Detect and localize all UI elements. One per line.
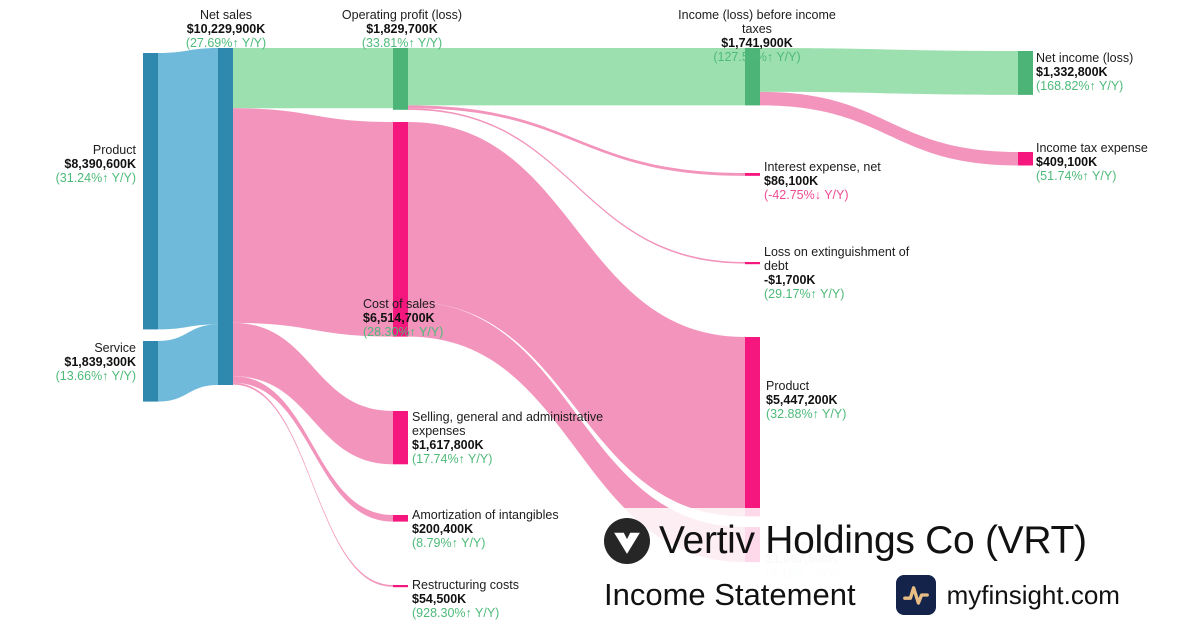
statement-title: Income Statement — [604, 577, 856, 612]
sankey-node-cost_of_sales[interactable] — [393, 122, 408, 337]
node-name: Loss on extinguishment of debt — [764, 245, 910, 273]
node-label-product-rev: Product $8,390,600K (31.24%↑ Y/Y) — [0, 143, 136, 185]
company-row: Vertiv Holdings Co (VRT) — [604, 512, 1124, 570]
node-change: (928.30%↑ Y/Y) — [412, 606, 500, 620]
sankey-nodes — [143, 48, 1033, 588]
node-change: (32.88%↑ Y/Y) — [766, 407, 847, 421]
sankey-link-pretax-to-net_income[interactable] — [760, 48, 1018, 95]
statement-row: Income Statement myfinsight.com — [604, 572, 1124, 618]
sankey-node-debt_loss[interactable] — [745, 262, 760, 265]
node-name: Net income (loss) — [1036, 51, 1134, 65]
node-change: (33.81%↑ Y/Y) — [361, 36, 443, 50]
node-label-cos-product: Product $5,447,200K (32.88%↑ Y/Y) — [766, 379, 946, 421]
node-value: $1,332,800K — [1036, 65, 1108, 79]
node-label-operating-profit: Operating profit (loss) $1,829,700K (33.… — [312, 8, 492, 50]
node-value: $5,447,200K — [766, 393, 838, 407]
node-value: $6,514,700K — [363, 311, 435, 325]
sankey-node-cos_product[interactable] — [745, 337, 760, 517]
node-label-pretax-income: Income (loss) before income taxes $1,741… — [672, 8, 842, 64]
node-name: Service — [94, 341, 136, 355]
node-change: (51.74%↑ Y/Y) — [1036, 169, 1117, 183]
node-label-sga: Selling, general and administrative expe… — [412, 410, 642, 466]
branding-block: Vertiv Holdings Co (VRT) Income Statemen… — [604, 512, 1124, 622]
node-name: Product — [92, 143, 136, 157]
node-change: (29.17%↑ Y/Y) — [764, 287, 845, 301]
node-change: (127.58%↑ Y/Y) — [713, 50, 801, 64]
sankey-link-net_sales-to-amort[interactable] — [233, 376, 393, 522]
sankey-link-op_profit-to-debt_loss[interactable] — [408, 108, 745, 264]
node-value: $1,839,300K — [64, 355, 136, 369]
node-label-service-rev: Service $1,839,300K (13.66%↑ Y/Y) — [0, 341, 136, 383]
node-value: $1,617,800K — [412, 438, 484, 452]
node-change: (13.66%↑ Y/Y) — [55, 369, 136, 383]
sankey-node-pretax[interactable] — [745, 48, 760, 106]
node-label-net-sales: Net sales $10,229,900K (27.69%↑ Y/Y) — [146, 8, 306, 50]
vertiv-chevron-logo-icon — [604, 518, 650, 564]
node-name: Cost of sales — [363, 297, 436, 311]
myfinsight-url: myfinsight.com — [946, 579, 1120, 610]
sankey-node-net_sales[interactable] — [218, 48, 233, 385]
myfinsight-brand[interactable]: myfinsight.com — [895, 575, 1120, 615]
pulse-glyph-icon — [902, 586, 929, 605]
sankey-link-net_sales-to-restruct[interactable] — [233, 382, 393, 587]
node-name: Restructuring costs — [412, 578, 519, 592]
sankey-node-service_rev[interactable] — [143, 341, 158, 402]
node-value: $10,229,900K — [186, 22, 266, 36]
sankey-node-restruct[interactable] — [393, 585, 408, 588]
sankey-node-product_rev[interactable] — [143, 53, 158, 330]
sankey-link-product_rev-to-net_sales[interactable] — [158, 48, 218, 330]
node-label-debt-extinguishment: Loss on extinguishment of debt -$1,700K … — [764, 245, 914, 301]
node-value: $1,829,700K — [366, 22, 438, 36]
sankey-node-sga[interactable] — [393, 411, 408, 465]
node-value: $200,400K — [412, 522, 474, 536]
node-label-amortization: Amortization of intangibles $200,400K (8… — [412, 508, 632, 550]
node-change: (17.74%↑ Y/Y) — [412, 452, 493, 466]
node-name: Selling, general and administrative expe… — [412, 410, 604, 438]
sankey-link-net_sales-to-cost_of_sales[interactable] — [233, 108, 393, 337]
node-label-interest-expense: Interest expense, net $86,100K (-42.75%↓… — [764, 160, 994, 202]
sankey-link-op_profit-to-pretax[interactable] — [408, 48, 745, 106]
node-name: Amortization of intangibles — [412, 508, 559, 522]
sankey-node-tax[interactable] — [1018, 152, 1033, 166]
sankey-link-op_profit-to-interest[interactable] — [408, 105, 745, 176]
node-value: -$1,700K — [764, 273, 816, 287]
node-value: $86,100K — [764, 174, 819, 188]
node-change: (27.69%↑ Y/Y) — [185, 36, 267, 50]
sankey-node-op_profit[interactable] — [393, 48, 408, 110]
node-value: $54,500K — [412, 592, 467, 606]
sankey-node-interest[interactable] — [745, 173, 760, 176]
sankey-link-net_sales-to-sga[interactable] — [233, 322, 393, 465]
node-name: Net sales — [199, 8, 253, 22]
node-change: (168.82%↑ Y/Y) — [1036, 79, 1124, 93]
node-name: Interest expense, net — [764, 160, 881, 174]
node-value: $409,100K — [1036, 155, 1098, 169]
sankey-link-cost_of_sales-to-cos_product[interactable] — [408, 122, 745, 517]
sankey-node-net_income[interactable] — [1018, 51, 1033, 95]
sankey-link-net_sales-to-op_profit[interactable] — [233, 48, 393, 109]
node-change: (28.30%↑ Y/Y) — [363, 325, 444, 339]
sankey-links — [158, 48, 1018, 587]
node-value: $1,741,900K — [721, 36, 793, 50]
node-name: Product — [766, 379, 810, 393]
node-change: (31.24%↑ Y/Y) — [55, 171, 136, 185]
sankey-link-cost_of_sales-to-cos_service[interactable] — [408, 301, 745, 563]
node-label-restructuring: Restructuring costs $54,500K (928.30%↑ Y… — [412, 578, 632, 620]
myfinsight-pulse-logo-icon — [895, 575, 936, 615]
sankey-link-service_rev-to-net_sales[interactable] — [158, 324, 218, 402]
node-name: Operating profit (loss) — [341, 8, 463, 22]
node-name: Income (loss) before income taxes — [678, 8, 836, 36]
sankey-link-pretax-to-tax[interactable] — [760, 91, 1018, 166]
node-change: (-42.75%↓ Y/Y) — [764, 188, 849, 202]
company-name: Vertiv Holdings Co (VRT) — [659, 519, 1087, 562]
sankey-node-amort[interactable] — [393, 515, 408, 522]
node-label-cost-of-sales: Cost of sales $6,514,700K (28.30%↑ Y/Y) — [363, 297, 563, 339]
node-change: (8.79%↑ Y/Y) — [412, 536, 486, 550]
node-label-income-tax-expense: Income tax expense $409,100K (51.74%↑ Y/… — [1036, 141, 1200, 183]
node-label-net-income: Net income (loss) $1,332,800K (168.82%↑ … — [1036, 51, 1200, 93]
node-name: Income tax expense — [1036, 141, 1148, 155]
node-value: $8,390,600K — [64, 157, 136, 171]
